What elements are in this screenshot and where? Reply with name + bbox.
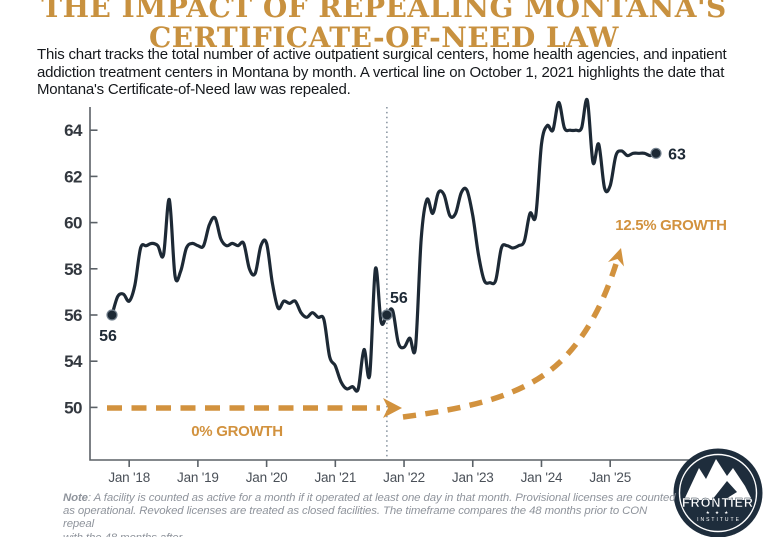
frontier-institute-logo: FRONTIER ★ ★ ★ INSTITUTE bbox=[673, 448, 763, 537]
point-markers bbox=[106, 147, 662, 321]
x-tick-label: Jan '25 bbox=[589, 470, 631, 485]
y-tick-label: 54 bbox=[64, 352, 83, 371]
chart-description-line: This chart tracks the total number of ac… bbox=[37, 46, 727, 63]
footnote-line: as operational. Revoked licenses are tre… bbox=[63, 505, 648, 531]
x-tick-label: Jan '24 bbox=[521, 470, 563, 485]
chart-description: This chart tracks the total number of ac… bbox=[37, 46, 737, 99]
footnote-line: with the 48 months after. bbox=[63, 532, 678, 537]
y-tick-label: 62 bbox=[64, 167, 82, 186]
x-tick-label: Jan '21 bbox=[314, 470, 356, 485]
data-point-label: 56 bbox=[390, 290, 408, 307]
data-point-marker bbox=[650, 147, 662, 159]
point-labels: 56 56 63 bbox=[99, 146, 686, 345]
y-tick-label: 56 bbox=[64, 306, 82, 325]
footnote: Note: A facility is counted as active fo… bbox=[63, 492, 678, 537]
facility-count-line bbox=[110, 97, 658, 393]
logo-subname: INSTITUTE bbox=[697, 517, 741, 523]
y-tick-label: 58 bbox=[64, 260, 82, 279]
logo-stars: ★ ★ ★ bbox=[706, 510, 731, 515]
y-tick-label: 64 bbox=[64, 121, 83, 140]
y-tick-label: 50 bbox=[64, 398, 82, 417]
chart-description-line: Montana's Certificate-of-Need law was re… bbox=[37, 81, 351, 98]
page-title: THE IMPACT OF REPEALING MONTANA'S CERTIF… bbox=[0, 0, 768, 53]
zero-growth-label: 0% GROWTH bbox=[191, 423, 282, 440]
footnote-prefix: Note bbox=[63, 492, 88, 504]
logo-name: FRONTIER bbox=[682, 496, 754, 510]
data-point-label: 56 bbox=[99, 328, 117, 345]
mountain-icon bbox=[684, 459, 752, 500]
post-growth-arrow bbox=[402, 248, 624, 420]
footnote-line: Note: A facility is counted as active fo… bbox=[63, 492, 676, 504]
chart-description-line: addiction treatment centers in Montana b… bbox=[37, 63, 725, 81]
y-tick-label: 60 bbox=[64, 214, 82, 233]
data-point-label: 63 bbox=[668, 146, 686, 163]
page-title-line2: CERTIFICATE-OF-NEED LAW bbox=[148, 21, 619, 54]
x-tick-label: Jan '19 bbox=[177, 470, 219, 485]
x-tick-label: Jan '23 bbox=[452, 470, 494, 485]
zero-growth-arrow bbox=[107, 398, 402, 418]
page-title-line1: THE IMPACT OF REPEALING MONTANA'S bbox=[41, 0, 727, 24]
axis-frame bbox=[89, 107, 706, 461]
post-growth-label: 12.5% GROWTH bbox=[615, 217, 726, 234]
x-tick-label: Jan '18 bbox=[108, 470, 150, 485]
x-tick-label: Jan '20 bbox=[246, 470, 288, 485]
y-axis-ticks: 64 62 60 58 56 54 50 bbox=[64, 121, 98, 417]
x-axis-ticks: Jan '18 Jan '19 Jan '20 Jan '21 Jan '22 Jan '… bbox=[108, 460, 631, 485]
data-point-marker bbox=[106, 309, 118, 321]
x-tick-label: Jan '22 bbox=[383, 470, 425, 485]
data-point-marker bbox=[381, 309, 393, 321]
